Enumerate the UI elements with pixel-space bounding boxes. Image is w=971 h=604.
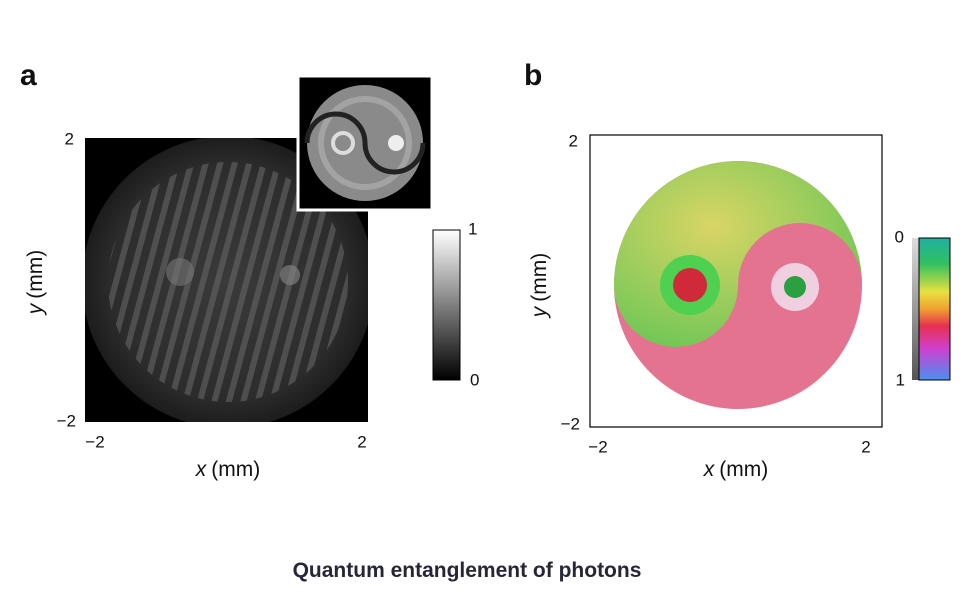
x-tick-label: −2 (85, 432, 104, 451)
colorbar-tick-label: 0 (895, 227, 904, 246)
axis-unit: (mm) (719, 458, 768, 481)
axis-unit: (mm) (528, 253, 551, 302)
x-axis-label: x (mm) (195, 458, 260, 481)
x-axis-label: x (mm) (703, 458, 768, 481)
y-tick-label: −2 (561, 414, 580, 433)
panel-label: a (20, 59, 37, 92)
colorbar-strip (912, 238, 919, 380)
y-axis-label: y (mm) (24, 250, 47, 316)
x-tick-label: 2 (357, 432, 366, 451)
x-tick-label: −2 (588, 437, 607, 456)
axis-var: x (703, 458, 716, 481)
y-tick-label: 2 (569, 131, 578, 150)
image-b-content (614, 161, 862, 409)
inset-content (304, 85, 426, 201)
colorbar (918, 237, 951, 381)
y-tick-label: −2 (57, 411, 76, 430)
axis-unit: (mm) (24, 250, 47, 299)
panel-label: b (524, 59, 542, 92)
colorbar-tick-label: 1 (468, 219, 477, 238)
axis-var: y (528, 305, 551, 319)
axis-var: y (24, 302, 47, 316)
axis-unit: (mm) (211, 458, 260, 481)
axis-var: x (195, 458, 208, 481)
y-axis-label: y (mm) (528, 253, 551, 319)
x-tick-label: 2 (861, 437, 870, 456)
colorbar (432, 229, 461, 381)
caption: Quantum entanglement of photons (293, 559, 642, 582)
y-tick-label: 2 (65, 129, 74, 148)
colorbar-tick-label: 0 (470, 370, 479, 389)
colorbar-tick-label: 1 (896, 370, 905, 389)
